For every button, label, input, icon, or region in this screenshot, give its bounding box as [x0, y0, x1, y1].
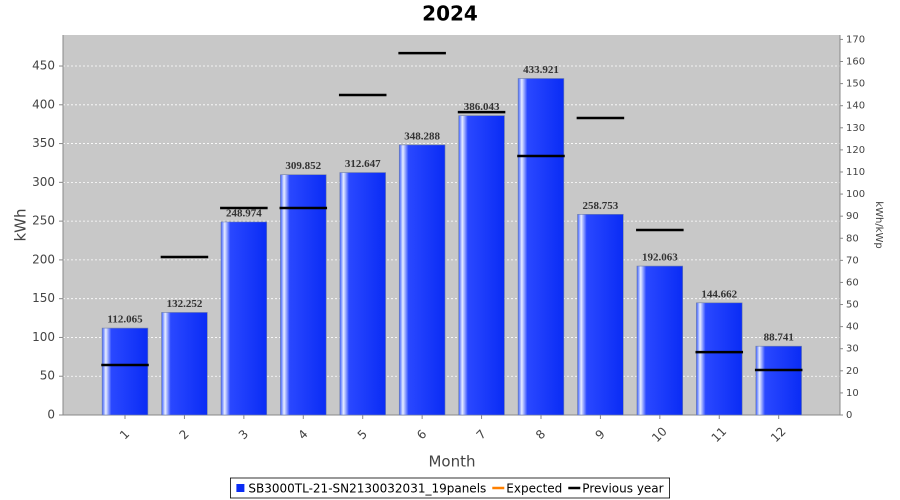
bar: [161, 312, 208, 416]
bar: [220, 221, 268, 416]
y2-tick-label: 140: [846, 101, 865, 112]
y2-tick-label: 10: [846, 388, 859, 399]
y2-tick-label: 110: [846, 167, 865, 178]
y2-tick-label: 50: [846, 300, 859, 311]
x-tick-label: 10: [649, 424, 670, 445]
y-tick-label: 0: [47, 408, 55, 422]
x-tick-label: 8: [533, 427, 548, 442]
y-axis-label: kWh: [12, 208, 30, 241]
value-label: 258.753: [583, 200, 619, 212]
value-label: 192.063: [642, 252, 678, 264]
y-tick-label: 350: [32, 136, 55, 150]
value-label: 248.974: [226, 207, 262, 219]
legend-item: Previous year: [568, 482, 664, 496]
y-tick-label: 400: [32, 97, 55, 111]
y2-tick-label: 120: [846, 145, 865, 156]
y2-tick-label: 20: [846, 366, 859, 377]
bar: [577, 214, 624, 416]
bar: [636, 265, 684, 416]
value-label: 433.921: [523, 64, 559, 76]
value-label: 132.252: [167, 298, 203, 310]
chart-title: 2024: [422, 2, 478, 26]
x-tick-label: 6: [414, 427, 429, 442]
bar: [398, 144, 446, 416]
bar: [696, 302, 743, 416]
bar: [517, 78, 565, 416]
y2-tick-label: 70: [846, 255, 859, 266]
y2-tick-label: 100: [846, 189, 865, 200]
y-tick-label: 50: [40, 369, 55, 383]
y2-tick-label: 130: [846, 123, 865, 134]
x-tick-label: 11: [709, 424, 730, 445]
bar: [280, 174, 327, 416]
value-label: 88.741: [764, 332, 794, 344]
value-label: 144.662: [701, 288, 737, 300]
y-tick-label: 250: [32, 214, 55, 228]
x-tick-label: 1: [117, 427, 132, 442]
bar: [458, 115, 505, 416]
legend-box: [229, 477, 671, 499]
value-label: 348.288: [404, 130, 440, 142]
legend-label: Previous year: [582, 482, 663, 496]
x-tick-label: 2: [176, 427, 191, 442]
x-tick-label: 4: [295, 427, 310, 442]
y-tick-label: 450: [32, 59, 55, 73]
legend-label: Expected: [506, 482, 562, 496]
y-tick-label: 100: [32, 330, 55, 344]
x-tick-label: 7: [474, 427, 489, 442]
legend-swatch: [236, 484, 245, 492]
x-tick-label: 12: [768, 424, 789, 445]
y2-axis-label: kWh/kWp: [873, 201, 884, 248]
value-label: 312.647: [345, 158, 381, 170]
x-tick-label: 9: [592, 427, 607, 442]
y-tick-label: 200: [32, 252, 55, 266]
legend-label: SB3000TL-21-SN2130032031_19panels: [248, 482, 486, 496]
x-axis-label: Month: [428, 453, 475, 471]
y2-tick-label: 80: [846, 233, 859, 244]
bar: [101, 327, 149, 416]
y2-tick-label: 160: [846, 57, 865, 68]
x-tick-label: 5: [355, 427, 370, 442]
y2-tick-label: 150: [846, 79, 865, 90]
y2-tick-label: 90: [846, 211, 859, 222]
legend-item: Expected: [492, 482, 562, 496]
y2-tick-label: 60: [846, 277, 859, 288]
legend-item: SB3000TL-21-SN2130032031_19panels: [236, 482, 486, 496]
y-tick-label: 300: [32, 175, 55, 189]
y-tick-label: 150: [32, 291, 55, 305]
y2-tick-label: 0: [846, 410, 852, 421]
bar: [339, 172, 386, 416]
y2-tick-label: 40: [846, 322, 859, 333]
value-label: 112.065: [107, 314, 143, 326]
x-tick-label: 3: [236, 427, 251, 442]
y2-tick-label: 170: [846, 34, 865, 45]
value-label: 386.043: [464, 101, 500, 113]
value-label: 309.852: [285, 160, 321, 172]
bar: [755, 345, 802, 416]
y2-tick-label: 30: [846, 344, 859, 355]
